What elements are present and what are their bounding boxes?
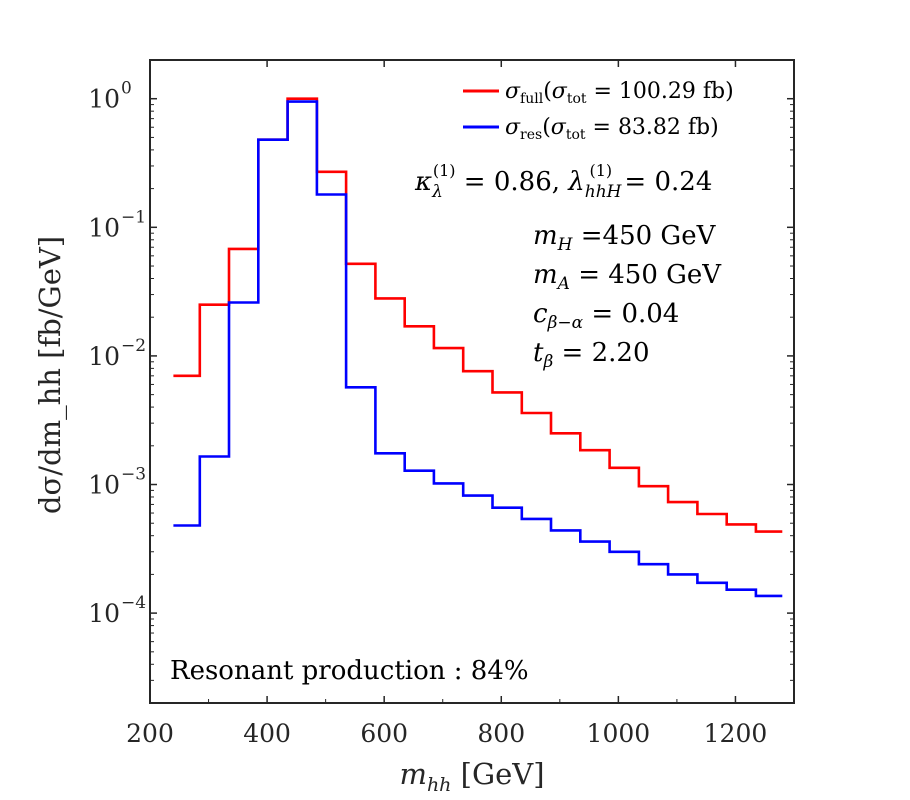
param-mH: mH =450 GeV <box>533 221 717 255</box>
resonant-production-note: Resonant production : 84% <box>170 656 529 686</box>
parameter-annotations: mH =450 GeV mA = 450 GeV cβ−α = 0.04 tβ … <box>533 221 722 372</box>
param-cba: cβ−α = 0.04 <box>533 299 679 333</box>
y-tick-exponent: −4 <box>121 593 146 613</box>
x-tick-label: 600 <box>360 719 408 748</box>
y-tick-exponent: −2 <box>121 336 146 356</box>
legend-entry-res: σres(σtot = 83.82 fb) <box>505 115 719 143</box>
legend-entry-full: σfull(σtot = 100.29 fb) <box>505 79 734 107</box>
x-tick-label: 1000 <box>587 719 651 748</box>
param-mA: mA = 450 GeV <box>533 260 722 294</box>
y-tick-label: 10 <box>88 599 120 628</box>
y-tick-label: 10 <box>88 213 120 242</box>
x-tick-label: 400 <box>243 719 291 748</box>
series-line-res <box>173 100 783 598</box>
y-tick-label: 10 <box>88 342 120 371</box>
param-tb: tβ = 2.20 <box>533 338 650 372</box>
legend: σfull(σtot = 100.29 fb) σres(σtot = 83.8… <box>463 79 734 143</box>
series-group <box>173 97 783 598</box>
y-tick-label: 10 <box>88 471 120 500</box>
x-tick-label: 200 <box>126 719 174 748</box>
plot-frame <box>149 59 795 704</box>
x-axis-label: mhh [GeV] <box>399 757 544 796</box>
y-tick-exponent: −3 <box>121 465 146 485</box>
axes-frame-group <box>149 59 795 704</box>
x-tick-label: 800 <box>477 719 525 748</box>
series-line-full <box>173 97 783 533</box>
coupling-annotation: κλ(1) = 0.86, λhhH(1) = 0.24 <box>414 161 712 202</box>
y-axis-label: dσ/dm_hh [fb/GeV] <box>33 236 68 514</box>
x-tick-label: 1200 <box>704 719 768 748</box>
y-tick-exponent: 0 <box>121 79 132 99</box>
y-tick-label: 10 <box>88 85 120 114</box>
y-tick-exponent: −1 <box>121 207 146 227</box>
